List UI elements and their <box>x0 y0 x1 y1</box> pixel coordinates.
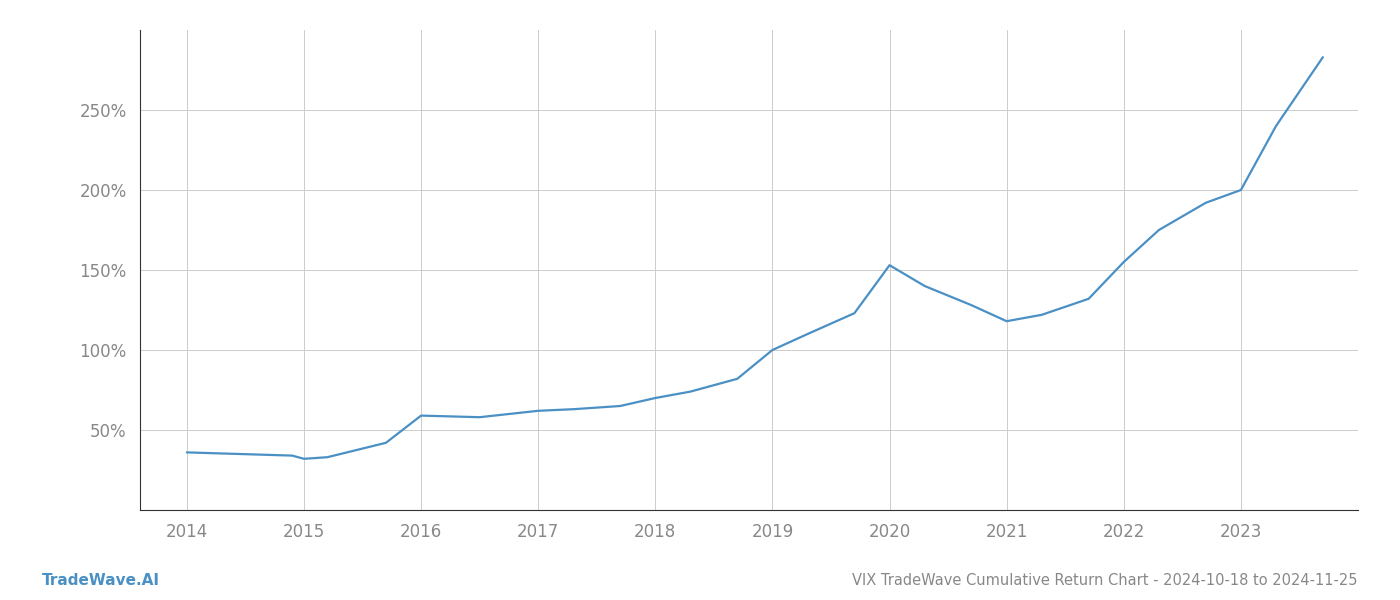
Text: TradeWave.AI: TradeWave.AI <box>42 573 160 588</box>
Text: VIX TradeWave Cumulative Return Chart - 2024-10-18 to 2024-11-25: VIX TradeWave Cumulative Return Chart - … <box>853 573 1358 588</box>
